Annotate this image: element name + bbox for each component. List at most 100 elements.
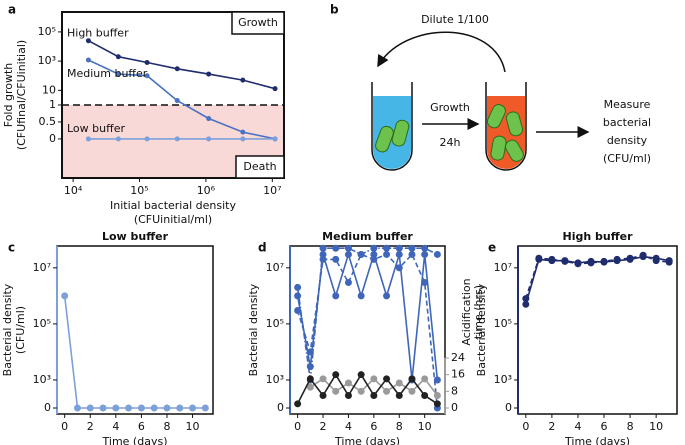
data-point	[421, 375, 429, 383]
x-tick-label: 2	[87, 420, 94, 433]
x-tick-label: 4	[112, 420, 119, 433]
data-point	[115, 136, 121, 142]
x-tick-label: 2	[548, 420, 555, 433]
data-point	[600, 257, 608, 265]
chart-title: Medium buffer	[322, 230, 413, 243]
data-point	[319, 244, 327, 252]
region-box	[235, 155, 285, 179]
data-point	[639, 251, 647, 259]
data-point	[344, 244, 352, 252]
x-tick-label: 2	[320, 420, 327, 433]
y-tick-label: 10³	[266, 373, 284, 386]
data-point	[522, 300, 530, 308]
panel-label: d	[258, 241, 267, 255]
y2-tick-label: 24	[451, 351, 465, 364]
data-point	[433, 400, 441, 408]
y-tick-label: 1	[49, 98, 56, 111]
data-point	[115, 71, 121, 77]
data-point	[535, 254, 543, 262]
x-tick-label: 10	[186, 420, 200, 433]
data-point	[421, 278, 429, 286]
data-point	[206, 71, 212, 77]
data-point	[421, 250, 429, 258]
data-point	[395, 264, 403, 272]
plot-frame	[61, 11, 285, 179]
region-label: Death	[243, 160, 276, 173]
data-point	[206, 136, 212, 142]
y-tick-label: 0	[277, 401, 284, 414]
data-point	[319, 375, 327, 383]
data-point	[150, 404, 158, 412]
data-point	[240, 136, 246, 142]
data-point	[332, 371, 340, 379]
data-point	[99, 404, 107, 412]
dilute-arrow	[377, 31, 506, 73]
y-tick-label: 10	[42, 83, 56, 96]
x-axis-label: Time (days)	[334, 435, 400, 445]
y2-tick-label: 0	[451, 401, 458, 414]
data-point	[163, 404, 171, 412]
x-axis-label: Time (days)	[564, 435, 630, 445]
data-point	[332, 244, 340, 252]
data-point	[383, 375, 391, 383]
data-point	[408, 375, 416, 383]
data-point	[206, 116, 212, 122]
data-point	[115, 54, 121, 60]
data-point	[357, 371, 365, 379]
plot-frame	[517, 245, 678, 415]
data-point	[383, 292, 391, 300]
plot-frame	[56, 245, 214, 415]
y-axis-label: (CFUfinal/CFUinitial)	[15, 40, 28, 150]
measure-label: Measure	[604, 98, 651, 111]
panel-label: e	[488, 241, 496, 255]
data-point	[548, 255, 556, 263]
series-line	[63, 295, 206, 409]
x-tick-label: 10⁶	[197, 184, 216, 197]
y-tick-label: 0.5	[39, 115, 57, 128]
series-line	[296, 373, 438, 405]
y-axis-label: Bacterial density	[1, 283, 14, 376]
measure-label: density	[607, 134, 648, 147]
data-point	[626, 254, 634, 262]
data-point	[332, 292, 340, 300]
data-point	[294, 283, 302, 291]
data-point	[144, 60, 150, 66]
series-label: High buffer	[67, 27, 129, 40]
data-point	[85, 136, 91, 142]
x-tick-label: 4	[574, 420, 581, 433]
y-axis-label: Bacterial density	[475, 283, 488, 376]
data-point	[294, 292, 302, 300]
series-line	[296, 251, 439, 381]
y2-tick-label: 8	[451, 384, 458, 397]
data-point	[383, 387, 391, 395]
data-point	[344, 278, 352, 286]
data-point	[240, 129, 246, 135]
x-tick-label: 8	[163, 420, 170, 433]
data-point	[144, 73, 150, 79]
x-tick-label: 10⁵	[130, 184, 148, 197]
data-point	[433, 392, 441, 399]
data-point	[395, 392, 403, 399]
data-point	[86, 404, 94, 412]
y-tick-label: 10⁵	[266, 317, 284, 330]
y-axis-label: (CFU/ml)	[14, 306, 27, 354]
data-point	[370, 255, 378, 263]
data-point	[421, 244, 429, 252]
data-point	[137, 404, 145, 412]
data-point	[433, 250, 441, 258]
series-label: Low buffer	[67, 122, 125, 135]
y-tick-label: 10⁷	[494, 261, 512, 274]
region-label: Growth	[238, 16, 278, 29]
data-point	[370, 392, 378, 399]
data-point	[522, 295, 530, 303]
data-point	[176, 404, 184, 412]
panel-label: c	[8, 241, 15, 255]
y-axis-label: Fold growth	[2, 63, 15, 128]
x-tick-label: 10	[649, 420, 663, 433]
series-line	[525, 255, 670, 305]
measure-label: (CFU/ml)	[603, 152, 651, 165]
y-tick-label: 0	[44, 401, 51, 414]
data-point	[73, 404, 81, 412]
x-axis-label: (CFUinitial/ml)	[134, 213, 212, 226]
